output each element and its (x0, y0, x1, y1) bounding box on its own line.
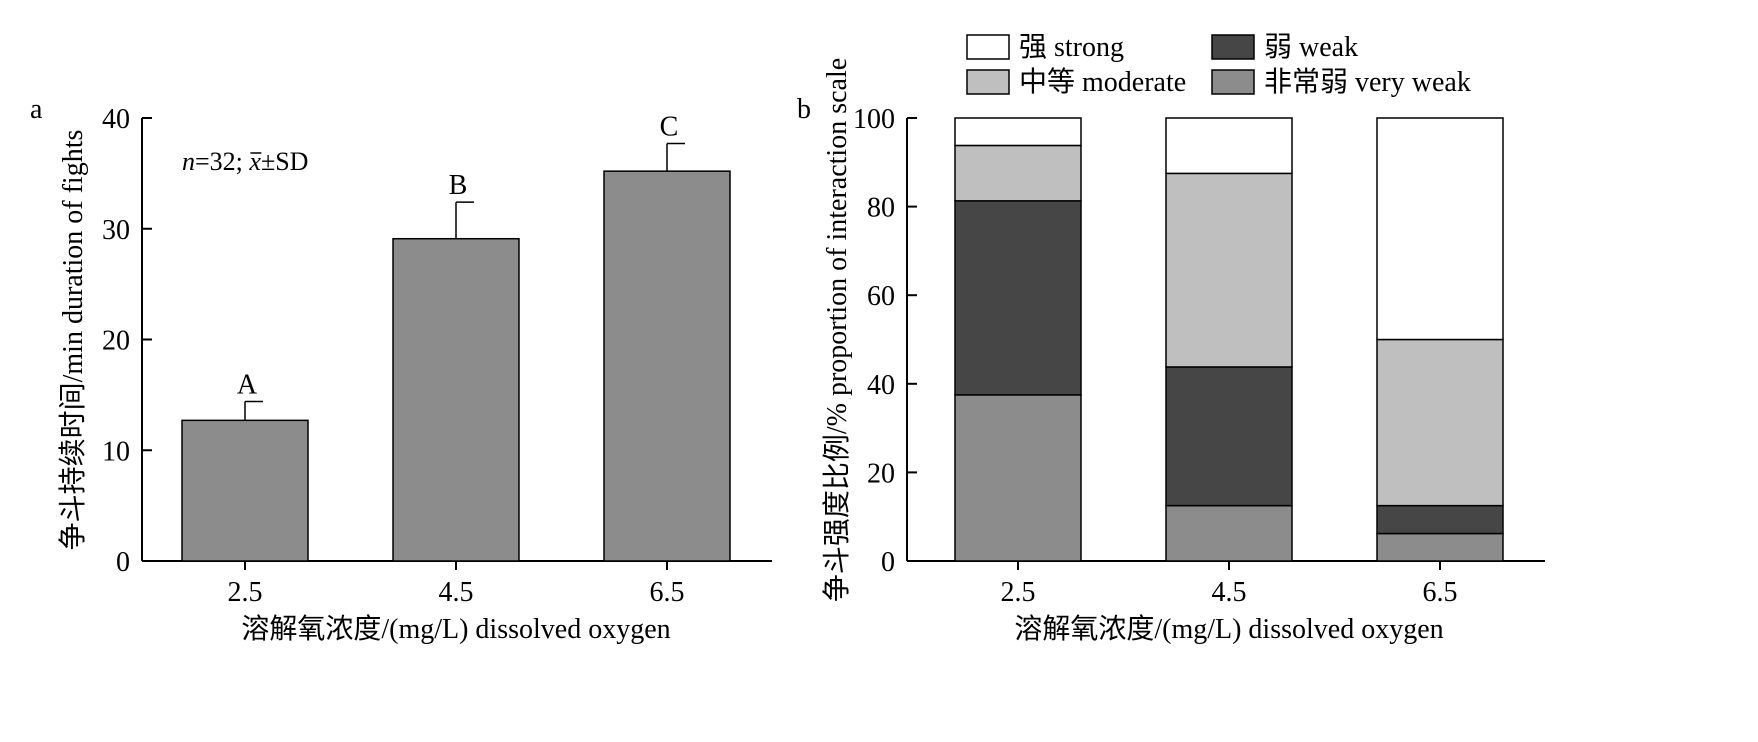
x-tick-label-b: 4.5 (1212, 577, 1247, 608)
stack-segment-6.5-s1 (1376, 504, 1504, 535)
stack-segment-4.5-s1 (1165, 366, 1293, 507)
y-tick-label-b: 20 (867, 458, 895, 489)
panel-b: b 0 20 40 60 80 100 2.5 4.5 6.5 强 strong 弱 weak 中等 m… (797, 32, 1545, 645)
y-tick-label-a: 10 (102, 436, 130, 467)
y-tick-label-a: 20 (102, 326, 130, 357)
panel-label-b: b (797, 94, 811, 125)
n-value: =32; (195, 147, 249, 176)
stack-segment-4.5-s3 (1165, 117, 1293, 175)
mean-symbol: x (248, 147, 261, 176)
stack-segment-6.5-s3 (1376, 117, 1504, 341)
stack-segment-2.5-s0 (954, 394, 1082, 562)
stack-segment-4.5-s2 (1165, 172, 1293, 368)
legend-swatch-1 (1211, 34, 1255, 60)
bar-2.5 (181, 419, 309, 562)
sd-label: ±SD (261, 147, 309, 176)
legend-label-3: 强 strong (1019, 32, 1124, 63)
panel-label-a: a (30, 94, 43, 125)
y-tick-label-b: 40 (867, 370, 895, 401)
y-axis-title-b: 争斗强度比例/% proportion of interaction scale (821, 58, 853, 602)
y-tick-label-b: 100 (853, 104, 895, 135)
significance-letter-2.5: A (237, 370, 258, 401)
stack-segment-2.5-s1 (954, 200, 1082, 396)
bar-6.5 (603, 170, 731, 562)
legend-swatch-3 (966, 34, 1010, 60)
x-axis-title-a: 溶解氧浓度/(mg/L) dissolved oxygen (241, 613, 670, 645)
x-tick-label-a: 6.5 (650, 577, 685, 608)
x-axis-title-b: 溶解氧浓度/(mg/L) dissolved oxygen (1014, 613, 1443, 645)
legend-label-1: 弱 weak (1264, 32, 1358, 63)
x-tick-label-b: 6.5 (1423, 577, 1458, 608)
x-tick-label-a: 4.5 (439, 577, 474, 608)
legend-swatch-0 (1211, 69, 1255, 95)
stack-segment-2.5-s2 (954, 144, 1082, 202)
x-tick-label-a: 2.5 (228, 577, 263, 608)
y-axis-title-a: 争斗持续时间/min duration of fights (57, 130, 89, 551)
legend-label-0: 非常弱 very weak (1264, 66, 1471, 98)
y-tick-label-a: 30 (102, 215, 130, 246)
stack-segment-6.5-s0 (1376, 532, 1504, 562)
bar-4.5 (392, 237, 520, 562)
legend: 强 strong 弱 weak 中等 moderate 非常弱 very weak (966, 32, 1471, 98)
stack-segment-2.5-s3 (954, 117, 1082, 147)
stack-segment-6.5-s2 (1376, 338, 1504, 507)
y-tick-label-a: 0 (116, 547, 130, 578)
x-tick-label-b: 2.5 (1001, 577, 1036, 608)
significance-letter-4.5: B (449, 170, 468, 201)
legend-label-2: 中等 moderate (1019, 66, 1186, 98)
panel-a: a 0 10 20 30 40 A 2.5 B 4.5 C 6.5 n=32; x±SD 溶解氧浓度/(m… (30, 94, 772, 645)
n-symbol: n (182, 147, 195, 176)
significance-letter-6.5: C (660, 111, 679, 142)
legend-swatch-2 (966, 69, 1010, 95)
y-tick-label-b: 60 (867, 281, 895, 312)
y-tick-label-b: 0 (881, 547, 895, 578)
y-tick-label-a: 40 (102, 104, 130, 135)
stack-segment-4.5-s0 (1165, 504, 1293, 562)
y-tick-label-b: 80 (867, 193, 895, 224)
sample-size-note: n=32; x±SD (182, 147, 308, 176)
